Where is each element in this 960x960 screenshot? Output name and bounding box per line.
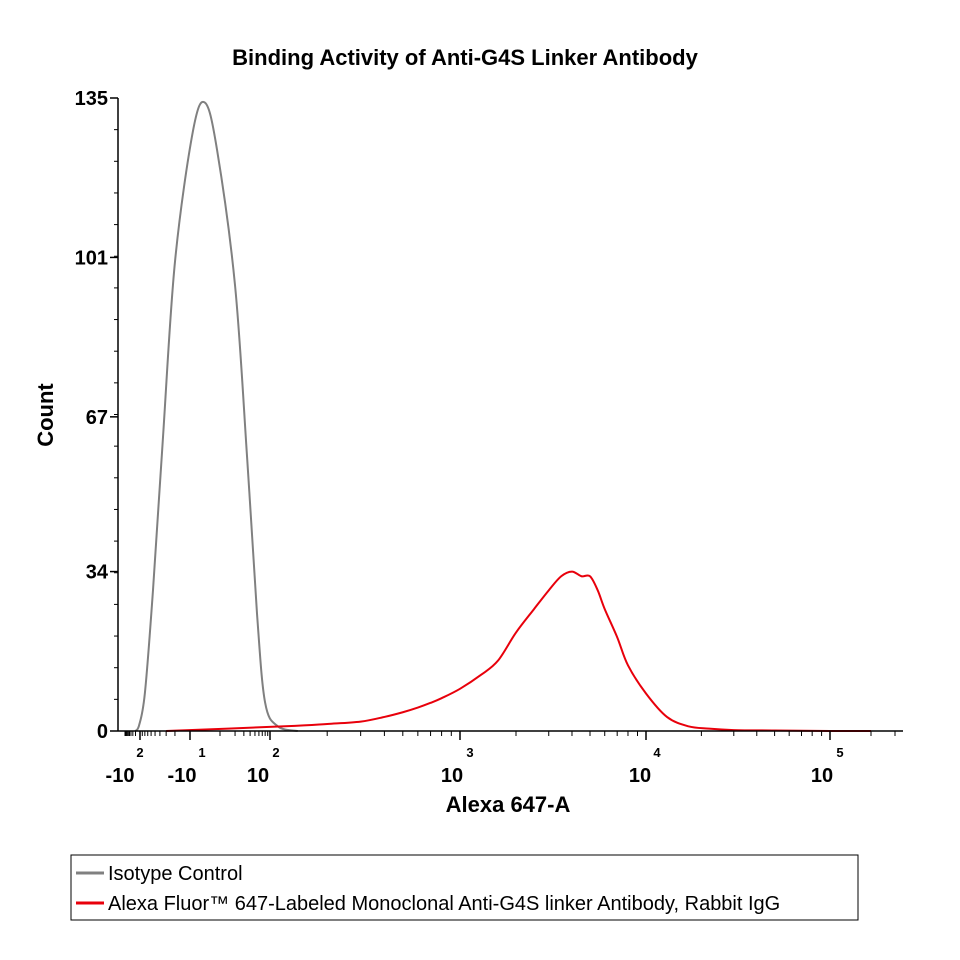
series-line-anti-g4s-antibody xyxy=(166,570,872,733)
x-tick-exponent: 5 xyxy=(836,745,843,760)
x-tick-label: 10 xyxy=(629,765,651,787)
series-line-isotype-control xyxy=(134,100,298,732)
x-tick-exponent: 2 xyxy=(136,745,143,760)
x-tick-exponent: 1 xyxy=(198,745,205,760)
x-tick-label: -10 xyxy=(168,765,197,787)
y-axis-label: Count xyxy=(33,383,58,447)
y-tick-label: 34 xyxy=(86,562,109,584)
x-tick-label: 10 xyxy=(247,765,269,787)
y-tick-label: 67 xyxy=(86,407,108,429)
chart-title: Binding Activity of Anti-G4S Linker Anti… xyxy=(232,45,698,70)
y-tick-label: 0 xyxy=(97,721,108,743)
y-tick-label: 101 xyxy=(75,247,108,269)
x-tick-label: 10 xyxy=(441,765,463,787)
legend-box xyxy=(70,854,859,921)
x-tick-exponent: 4 xyxy=(653,745,661,760)
series-layer xyxy=(134,100,872,733)
y-tick-label: 135 xyxy=(75,88,108,110)
y-ticks: 0 34 67 101 135 xyxy=(75,88,118,743)
legend-label-antibody: Alexa Fluor™ 647-Labeled Monoclonal Anti… xyxy=(108,893,780,915)
legend: Isotype Control Alexa Fluor™ 647-Labeled… xyxy=(70,854,859,921)
x-tick-exponent: 3 xyxy=(466,745,473,760)
x-tick-label: 10 xyxy=(811,765,833,787)
x-axis-label: Alexa 647-A xyxy=(446,792,571,817)
x-tick-label: -10 xyxy=(106,765,135,787)
legend-label-isotype: Isotype Control xyxy=(108,863,243,885)
x-tick-exponent: 2 xyxy=(272,745,279,760)
